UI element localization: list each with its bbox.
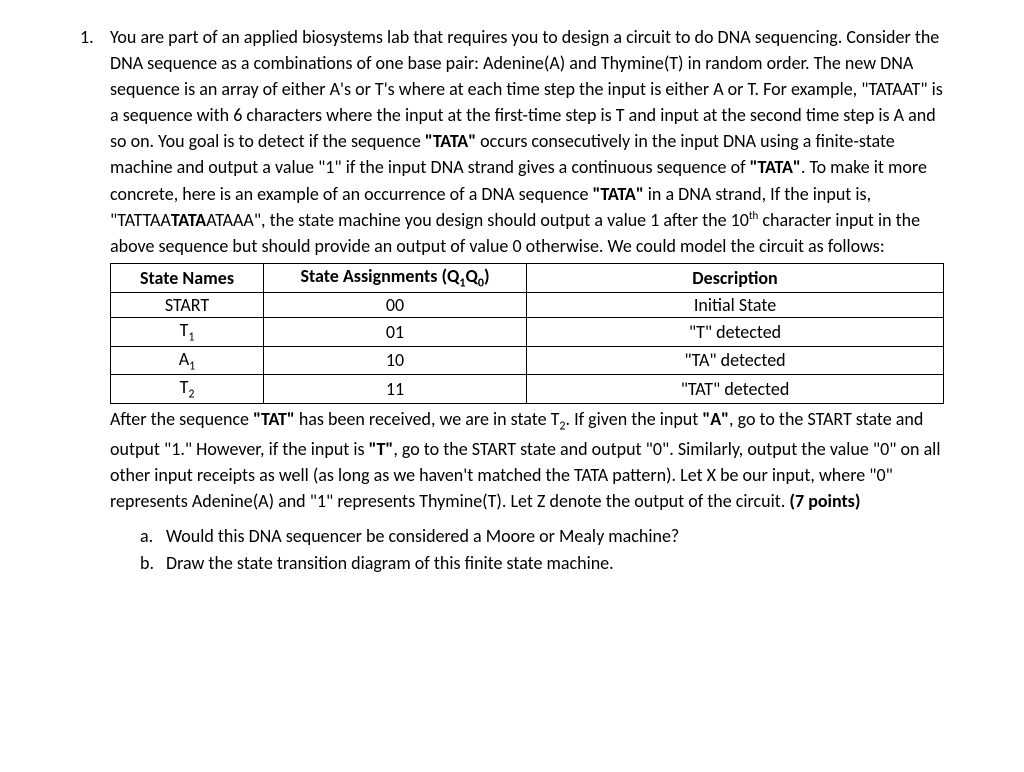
state-desc-cell: Initial State [527,292,944,317]
state-name-cell: T2 [111,375,264,404]
sub-text: Draw the state transition diagram of thi… [166,550,614,577]
question-body: You are part of an applied biosystems la… [110,24,944,577]
sub-question-b: b. Draw the state transition diagram of … [140,550,944,577]
state-name-cell: A1 [111,346,264,375]
table-header-state-names: State Names [111,263,264,292]
sub-text: Would this DNA sequencer be considered a… [166,523,679,550]
state-assign-cell: 01 [264,317,527,346]
table-header-state-assignments: State Assignments (Q1Q0) [264,263,527,292]
state-name-cell: T1 [111,317,264,346]
sub-question-list: a. Would this DNA sequencer be considere… [110,523,944,577]
table-row: A1 10 "TA" detected [111,346,944,375]
table-header-row: State Names State Assignments (Q1Q0) Des… [111,263,944,292]
question-paragraph: You are part of an applied biosystems la… [110,24,944,259]
after-table-paragraph: After the sequence "TAT" has been receiv… [110,406,944,514]
table-header-description: Description [527,263,944,292]
question-block: 1. You are part of an applied biosystems… [80,24,944,577]
sub-letter: a. [140,523,166,550]
state-desc-cell: "T" detected [527,317,944,346]
question-number: 1. [80,24,110,50]
state-desc-cell: "TA" detected [527,346,944,375]
sub-letter: b. [140,550,166,577]
state-name-cell: START [111,292,264,317]
page: 1. You are part of an applied biosystems… [0,0,1024,597]
table-row: T1 01 "T" detected [111,317,944,346]
state-desc-cell: "TAT" detected [527,375,944,404]
state-table: State Names State Assignments (Q1Q0) Des… [110,263,944,404]
table-row: T2 11 "TAT" detected [111,375,944,404]
state-assign-cell: 00 [264,292,527,317]
state-assign-cell: 11 [264,375,527,404]
table-row: START 00 Initial State [111,292,944,317]
state-assign-cell: 10 [264,346,527,375]
sub-question-a: a. Would this DNA sequencer be considere… [140,523,944,550]
